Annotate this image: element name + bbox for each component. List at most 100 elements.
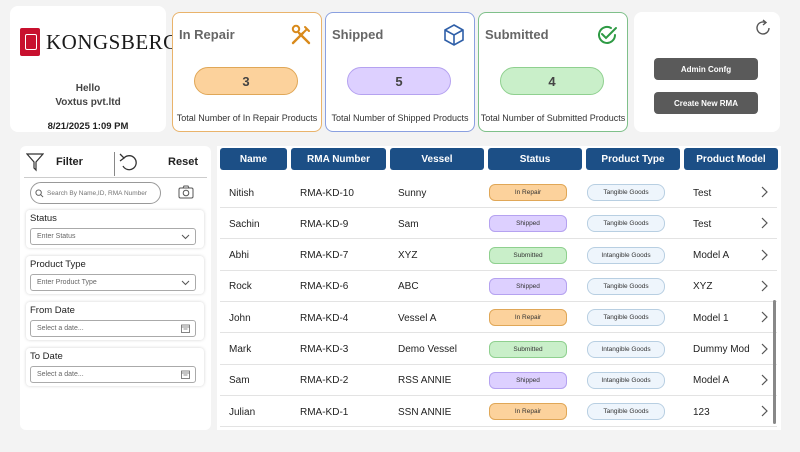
cell-rma-number: RMA-KD-7 <box>300 250 349 262</box>
cell-rma-number: RMA-KD-4 <box>300 312 349 324</box>
product-type-filter-label: Product Type <box>30 259 86 270</box>
filter-label: Filter <box>56 156 83 168</box>
cell-rma-number: RMA-KD-3 <box>300 344 349 355</box>
cell-rma-number: RMA-KD-2 <box>300 375 349 387</box>
to-date-placeholder: Select a date... <box>37 371 84 378</box>
cell-vessel: SSN ANNIE <box>398 406 452 418</box>
cell-rma-number: RMA-KD-10 <box>300 187 354 199</box>
col-header-status[interactable]: Status <box>488 148 582 170</box>
table-row[interactable]: Sachin RMA-KD-9 Sam Shipped Tangible Goods Te… <box>220 209 777 240</box>
status-badge: Shipped <box>489 215 567 233</box>
product-type-placeholder: Enter Product Type <box>37 279 97 286</box>
search-box[interactable] <box>30 182 161 204</box>
table-row[interactable]: John RMA-KD-4 Vessel A In Repair Tangible Go… <box>220 303 777 334</box>
to-date-filter: To Date Select a date... <box>26 348 204 386</box>
chevron-down-icon <box>181 280 190 285</box>
table-row[interactable]: Julian RMA-KD-1 SSN ANNIE In Repair Tangible… <box>220 397 777 428</box>
filter-button[interactable]: Filter <box>26 152 83 172</box>
col-header-rma-number[interactable]: RMA Number <box>291 148 386 170</box>
status-badge: In Repair <box>489 403 567 421</box>
company-name: Voxtus pvt.ltd <box>55 97 121 108</box>
cell-product-model: Model A <box>693 250 730 262</box>
status-badge: Submitted <box>489 340 567 358</box>
col-header-product-type[interactable]: Product Type <box>586 148 680 170</box>
cell-product-model: Test <box>693 218 712 230</box>
current-datetime: 8/21/2025 1:09 PM <box>47 121 129 132</box>
chevron-right-icon[interactable] <box>760 343 768 355</box>
chevron-right-icon[interactable] <box>760 217 768 229</box>
wrench-screwdriver-icon <box>291 24 311 45</box>
status-badge: Shipped <box>489 277 567 295</box>
cell-name: Abhi <box>229 250 250 262</box>
cell-vessel: Vessel A <box>398 312 437 324</box>
submitted-title: Submitted <box>485 27 549 42</box>
table-row[interactable]: Abhi RMA-KD-7 XYZ Submitted Intangible Goods… <box>220 240 777 271</box>
cell-name: Julian <box>229 406 256 418</box>
camera-icon[interactable] <box>178 185 194 199</box>
create-rma-button[interactable]: Create New RMA <box>654 92 758 114</box>
status-badge: In Repair <box>489 309 567 327</box>
col-header-name[interactable]: Name <box>220 148 287 170</box>
cell-vessel: XYZ <box>398 250 418 262</box>
table-row[interactable]: Rock RMA-KD-6 ABC Shipped Tangible Goods XYZ <box>220 271 777 302</box>
shipped-count: 5 <box>347 67 451 95</box>
cell-product-model: Model A <box>693 375 730 387</box>
chevron-down-icon <box>181 234 190 239</box>
in-repair-count: 3 <box>194 67 298 95</box>
funnel-icon <box>26 153 44 172</box>
cell-name: John <box>229 312 251 324</box>
cell-rma-number: RMA-KD-9 <box>300 218 349 230</box>
to-date-label: To Date <box>30 351 63 362</box>
submitted-desc: Total Number of Submitted Products <box>480 113 626 123</box>
status-badge: In Repair <box>489 184 567 201</box>
status-badge: Submitted <box>489 246 567 264</box>
search-icon <box>35 188 44 197</box>
submitted-card[interactable]: Submitted 4 Total Number of Submitted Pr… <box>478 12 628 132</box>
from-date-picker[interactable]: Select a date... <box>30 320 196 337</box>
kongsberg-logo: KONGSBERG <box>20 28 179 56</box>
brand-name: KONGSBERG <box>46 29 179 54</box>
chevron-right-icon[interactable] <box>760 280 768 292</box>
status-filter-label: Status <box>30 213 57 224</box>
in-repair-desc: Total Number of In Repair Products <box>176 113 318 123</box>
product-type-badge: Tangible Goods <box>587 184 665 201</box>
in-repair-card[interactable]: In Repair 3 Total Number of In Repair Pr… <box>172 12 322 132</box>
from-date-label: From Date <box>30 305 75 316</box>
greeting-hello: Hello <box>75 83 101 94</box>
cell-vessel: RSS ANNIE <box>398 375 452 387</box>
to-date-picker[interactable]: Select a date... <box>30 366 196 383</box>
crown-logo-icon <box>20 28 40 56</box>
chevron-right-icon[interactable] <box>760 186 768 198</box>
box-icon <box>444 24 464 46</box>
brand-card: KONGSBERG Hello Voxtus pvt.ltd 8/21/2025… <box>10 6 178 132</box>
shipped-card[interactable]: Shipped 5 Total Number of Shipped Produc… <box>325 12 475 132</box>
chevron-right-icon[interactable] <box>760 405 768 417</box>
table-row[interactable]: Sam RMA-KD-2 RSS ANNIE Shipped Intangible Go… <box>220 365 777 396</box>
cell-vessel: ABC <box>398 281 419 293</box>
submitted-count: 4 <box>500 67 604 95</box>
refresh-icon[interactable] <box>753 18 773 38</box>
product-type-badge: Intangible Goods <box>587 246 665 264</box>
status-dropdown[interactable]: Enter Status <box>30 228 196 245</box>
col-header-vessel[interactable]: Vessel <box>390 148 484 170</box>
product-type-badge: Intangible Goods <box>587 371 665 389</box>
col-header-product-model[interactable]: Product Model <box>684 148 778 170</box>
table-row[interactable]: Mark RMA-KD-3 Demo Vessel Submitted Intangib… <box>220 334 777 365</box>
cell-vessel: Sunny <box>398 187 427 199</box>
from-date-placeholder: Select a date... <box>37 325 84 332</box>
chevron-right-icon[interactable] <box>760 374 768 386</box>
chevron-right-icon[interactable] <box>760 249 768 261</box>
cell-name: Mark <box>229 344 252 355</box>
reset-button[interactable]: Reset <box>118 152 198 172</box>
admin-config-button[interactable]: Admin Confg <box>654 58 758 80</box>
table-row[interactable]: Nitish RMA-KD-10 Sunny In Repair Tangible Go… <box>220 178 777 208</box>
table-scrollbar[interactable] <box>773 300 776 424</box>
product-type-dropdown[interactable]: Enter Product Type <box>30 274 196 291</box>
product-type-filter: Product Type Enter Product Type <box>26 256 204 294</box>
product-type-badge: Tangible Goods <box>587 403 665 421</box>
cell-product-model: Model 1 <box>693 312 729 324</box>
chevron-right-icon[interactable] <box>760 311 768 323</box>
search-input[interactable] <box>47 189 159 197</box>
filter-divider <box>114 152 115 176</box>
cell-name: Nitish <box>229 187 255 199</box>
